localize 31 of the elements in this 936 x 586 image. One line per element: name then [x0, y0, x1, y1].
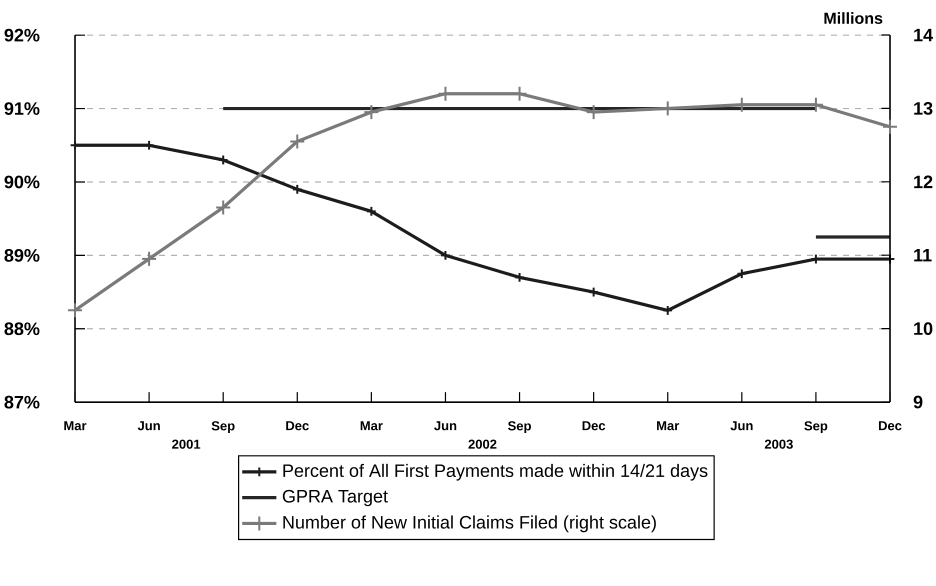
legend-label: GPRA Target — [282, 490, 388, 506]
x-tick-label: Sep — [212, 421, 235, 434]
y-tick-label: 91% — [4, 102, 40, 115]
y2-tick-label: 14 — [914, 28, 933, 42]
y2-axis-title: Millions — [824, 12, 882, 24]
x-tick-label: Mar — [360, 421, 383, 430]
y-tick-label: 92% — [4, 28, 40, 42]
y2-tick-label: 11 — [914, 249, 932, 262]
x-tick-label: Jun — [138, 421, 160, 430]
legend-label: Percent of All First Payments made within 14/21 days — [283, 464, 708, 481]
y2-tick-label: 10 — [914, 322, 932, 335]
y-tick-label: 87% — [4, 396, 40, 409]
x-tick-label: Mar — [64, 421, 86, 430]
x-tick-label: Dec — [878, 421, 902, 430]
x-tick-label: Mar — [657, 421, 680, 430]
x-tick-label: Jun — [730, 421, 753, 430]
x-tick-label: Jun — [434, 421, 456, 430]
text: 2001 — [172, 440, 200, 449]
text: 2003 — [764, 440, 793, 449]
text: 2002 — [468, 440, 496, 449]
x-tick-label: Dec — [582, 421, 606, 430]
y2-tick-label: 12 — [914, 176, 932, 188]
y-tick-label: 89% — [4, 248, 40, 262]
legend-label: Number of New Initial Claims Filed (right scale) — [283, 515, 656, 532]
x-tick-label: Sep — [508, 421, 531, 434]
y-tick-label: 90% — [4, 176, 40, 188]
x-tick-label: Sep — [804, 421, 828, 434]
y2-tick-label: 13 — [914, 102, 932, 115]
y2-tick-label: 9 — [914, 396, 922, 408]
x-tick-label: Dec — [286, 421, 309, 430]
y-tick-label: 88% — [4, 322, 40, 336]
